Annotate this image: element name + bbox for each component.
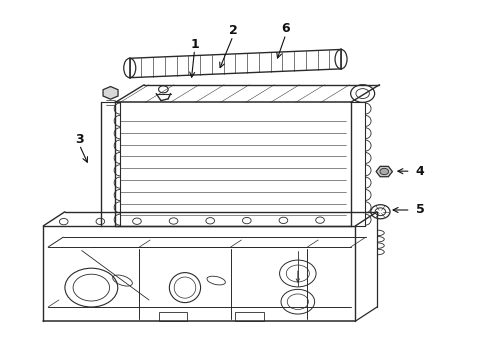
Text: 4: 4 — [416, 165, 425, 178]
Circle shape — [380, 168, 389, 175]
Text: 5: 5 — [416, 203, 425, 216]
Text: 3: 3 — [75, 133, 84, 146]
Text: 2: 2 — [229, 23, 237, 37]
Bar — [159, 312, 187, 321]
Bar — [235, 312, 264, 321]
Text: 6: 6 — [281, 22, 290, 35]
Text: 1: 1 — [190, 38, 199, 51]
Ellipse shape — [124, 58, 136, 78]
Ellipse shape — [335, 49, 347, 69]
